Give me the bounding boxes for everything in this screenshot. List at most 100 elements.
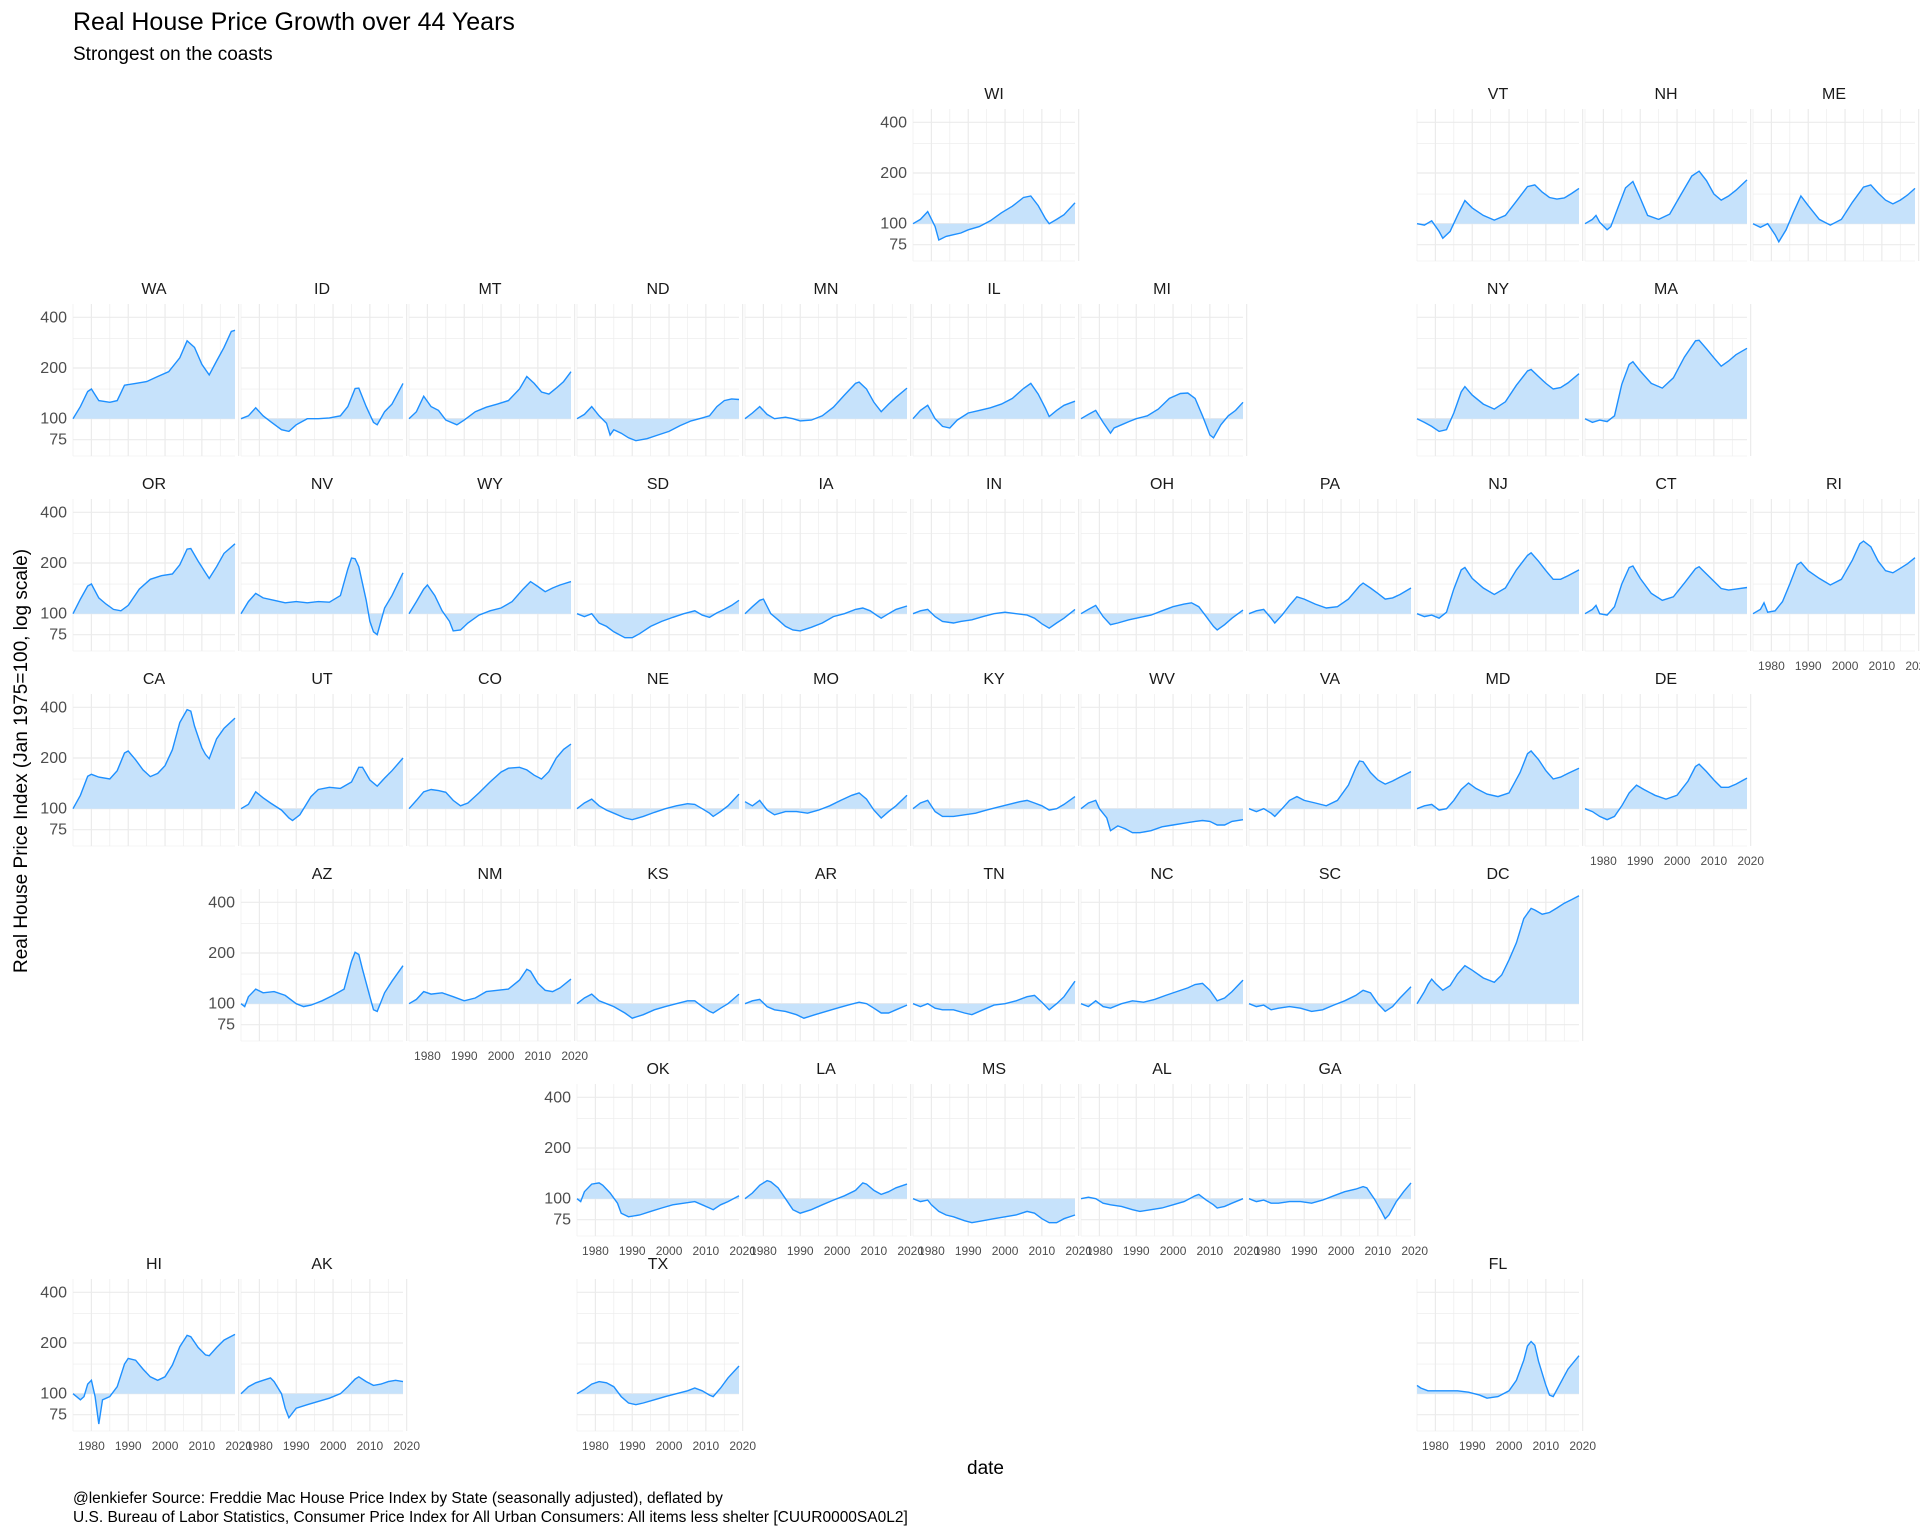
x-tick-label: 2020: [1737, 854, 1764, 868]
x-tick-label: 2020: [225, 1439, 252, 1453]
area-mi: [1081, 393, 1243, 438]
panel-ms: MS 1980 1990 2000 2010 2020: [912, 1061, 1092, 1258]
series-line-nh: [1584, 170, 1748, 231]
series-line-pa: [1248, 582, 1412, 625]
series-line-ny: [1416, 368, 1580, 433]
area-tn: [913, 981, 1075, 1015]
panel-grid: [912, 499, 1080, 652]
panel-grid: [1416, 694, 1584, 847]
x-tick-label: 2010: [1197, 1244, 1224, 1258]
series-line-nv: [240, 557, 404, 636]
panel-grid: [744, 1084, 912, 1237]
panel-sc: SC: [1248, 866, 1416, 1042]
area-ny: [1417, 369, 1579, 432]
x-tick-label: 2020: [1233, 1244, 1260, 1258]
x-tick-label: 1990: [1627, 854, 1654, 868]
panel-pa: PA: [1248, 476, 1416, 652]
panel-in: IN: [912, 476, 1080, 652]
facet-label: CT: [1655, 476, 1677, 493]
facet-label: LA: [816, 1061, 836, 1078]
panel-ca: CA 75 100 200 400: [40, 671, 240, 847]
y-tick-label: 400: [40, 309, 67, 326]
x-tick-label: 2020: [1905, 659, 1920, 673]
caption-line-1: @lenkiefer Source: Freddie Mac House Pri…: [73, 1490, 723, 1507]
panel-nj: NJ: [1416, 476, 1584, 652]
series-line-va: [1248, 760, 1412, 818]
panel-al: AL 1980 1990 2000 2010 2020: [1080, 1061, 1260, 1258]
facet-label: GA: [1318, 1061, 1341, 1078]
series-line-ms: [912, 1198, 1076, 1224]
facet-label: AK: [311, 1256, 333, 1273]
facet-label: IL: [987, 281, 1000, 298]
x-tick-label: 1980: [1422, 1439, 1449, 1453]
panel-grid: [1416, 109, 1584, 262]
facet-label: KY: [983, 671, 1005, 688]
panel-ri: RI 1980 1990 2000 2010 2020: [1752, 476, 1920, 673]
x-tick-label: 1980: [246, 1439, 273, 1453]
area-nj: [1417, 552, 1579, 619]
area-ne: [577, 794, 739, 820]
x-tick-label: 2000: [1664, 854, 1691, 868]
area-ky: [913, 796, 1075, 817]
facet-label: IA: [818, 476, 833, 493]
series-line-ak: [240, 1375, 404, 1420]
panel-grid: [576, 694, 744, 847]
panel-hi: HI 75 100 200 400 1980 1990 2000 2010 2020: [40, 1256, 252, 1453]
panel-grid: [744, 889, 912, 1042]
y-tick-label: 200: [40, 1335, 67, 1352]
facet-label: SC: [1319, 866, 1341, 883]
area-ri: [1753, 541, 1915, 614]
panel-wv: WV: [1080, 671, 1248, 847]
x-tick-label: 2010: [1701, 854, 1728, 868]
x-tick-label: 2020: [897, 1244, 924, 1258]
panel-ks: KS: [576, 866, 744, 1042]
area-mt: [409, 371, 571, 425]
panel-grid: [1248, 694, 1416, 847]
series-line-vt: [1416, 184, 1580, 240]
panel-il: IL: [912, 281, 1080, 457]
panel-ct: CT: [1584, 476, 1752, 652]
x-tick-label: 2000: [1328, 1244, 1355, 1258]
area-fl: [1417, 1341, 1579, 1399]
facet-label: RI: [1826, 476, 1842, 493]
panel-grid: [1584, 499, 1752, 652]
area-wi: [913, 196, 1075, 240]
panel-id: ID: [240, 281, 408, 457]
area-pa: [1249, 583, 1411, 623]
x-tick-label: 2000: [1832, 659, 1859, 673]
panel-grid: [1080, 304, 1248, 457]
area-nm: [409, 969, 571, 1004]
y-tick-label: 75: [49, 822, 67, 839]
area-ma: [1585, 340, 1747, 423]
x-tick-label: 1990: [619, 1439, 646, 1453]
facet-label: CA: [143, 671, 166, 688]
facet-label: OR: [142, 476, 166, 493]
area-me: [1753, 184, 1915, 242]
panel-wa: WA 75 100 200 400: [40, 281, 240, 457]
x-tick-label: 2010: [693, 1439, 720, 1453]
panel-grid: [1248, 499, 1416, 652]
panel-nm: NM 1980 1990 2000 2010 2020: [408, 866, 588, 1063]
panel-mn: MN: [744, 281, 912, 457]
y-tick-label: 75: [889, 237, 907, 254]
area-ca: [73, 709, 235, 809]
area-va: [1249, 761, 1411, 817]
x-tick-label: 2020: [729, 1244, 756, 1258]
series-line-ct: [1584, 565, 1748, 616]
series-line-ga: [1248, 1182, 1412, 1220]
series-line-oh: [1080, 602, 1244, 631]
panel-mo: MO: [744, 671, 912, 847]
y-tick-label: 100: [40, 606, 67, 623]
y-tick-label: 200: [880, 165, 907, 182]
facet-label: MO: [813, 671, 839, 688]
series-line-ne: [576, 793, 740, 821]
area-co: [409, 744, 571, 809]
x-tick-label: 2020: [393, 1439, 420, 1453]
y-tick-label: 400: [544, 1089, 571, 1106]
x-tick-label: 1990: [1123, 1244, 1150, 1258]
facet-label: WA: [141, 281, 167, 298]
facet-label: AZ: [312, 866, 333, 883]
facet-label: TX: [648, 1256, 669, 1273]
facet-label: MI: [1153, 281, 1171, 298]
facet-label: VT: [1488, 86, 1509, 103]
